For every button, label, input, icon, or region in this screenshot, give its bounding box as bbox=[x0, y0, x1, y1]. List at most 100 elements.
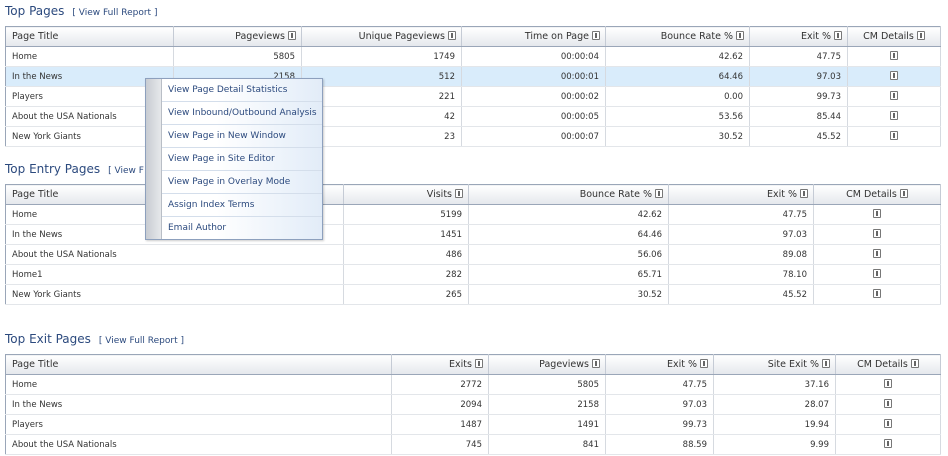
col-label: Page Title bbox=[12, 359, 59, 370]
exit-pct-cell: 88.59 bbox=[605, 434, 714, 455]
col-bounce-rate[interactable]: Bounce Rate % bbox=[468, 184, 669, 205]
info-icon[interactable] bbox=[873, 269, 881, 278]
menu-item-email-author[interactable]: Email Author bbox=[168, 223, 227, 233]
col-pageviews[interactable]: Pageviews bbox=[488, 354, 606, 375]
col-page-title[interactable]: Page Title bbox=[5, 26, 174, 47]
exit-pct-cell: 45.52 bbox=[749, 126, 848, 147]
bounce-rate-cell: 56.06 bbox=[468, 244, 669, 265]
cm-details-cell bbox=[813, 284, 941, 305]
page-title-cell[interactable]: About the USA Nationals bbox=[5, 244, 344, 265]
exits-cell: 1487 bbox=[391, 414, 489, 435]
info-icon[interactable] bbox=[873, 229, 881, 238]
context-menu-gutter bbox=[146, 79, 162, 239]
info-icon[interactable] bbox=[890, 71, 898, 80]
top-entry-pages-view-full-report-link[interactable]: [ View F bbox=[108, 166, 144, 176]
info-icon[interactable] bbox=[884, 379, 892, 388]
info-icon[interactable] bbox=[873, 249, 881, 258]
pageviews-cell: 1491 bbox=[488, 414, 606, 435]
cm-details-cell bbox=[813, 224, 941, 245]
top-exit-pages-view-full-report-link[interactable]: [ View Full Report ] bbox=[99, 336, 184, 346]
info-icon[interactable] bbox=[592, 31, 600, 40]
info-icon[interactable] bbox=[890, 111, 898, 120]
info-icon[interactable] bbox=[655, 189, 663, 198]
col-pageviews[interactable]: Pageviews bbox=[173, 26, 302, 47]
page-title-cell[interactable]: About the USA Nationals bbox=[5, 434, 392, 455]
info-icon[interactable] bbox=[884, 439, 892, 448]
cm-details-cell bbox=[847, 66, 941, 87]
menu-item-assign-index-terms[interactable]: Assign Index Terms bbox=[162, 194, 322, 217]
time-on-page-cell: 00:00:04 bbox=[461, 46, 606, 67]
info-icon[interactable] bbox=[700, 359, 708, 368]
info-icon[interactable] bbox=[448, 31, 456, 40]
bracket-open: [ bbox=[72, 8, 76, 18]
info-icon[interactable] bbox=[884, 419, 892, 428]
page-title-cell[interactable]: Home bbox=[5, 46, 174, 67]
info-icon[interactable] bbox=[890, 91, 898, 100]
table-row[interactable]: Home 5805 1749 00:00:04 42.62 47.75 bbox=[5, 46, 941, 67]
info-icon[interactable] bbox=[800, 189, 808, 198]
exit-pct-cell: 97.03 bbox=[605, 394, 714, 415]
table-row[interactable]: In the News 2094 2158 97.03 28.07 bbox=[5, 394, 941, 415]
info-icon[interactable] bbox=[910, 359, 919, 368]
table-row[interactable]: Players 1487 1491 99.73 19.94 bbox=[5, 414, 941, 435]
info-icon[interactable] bbox=[592, 359, 600, 368]
page-title-cell[interactable]: Players bbox=[5, 414, 392, 435]
info-icon[interactable] bbox=[822, 359, 830, 368]
info-icon[interactable] bbox=[873, 289, 881, 298]
site-exit-pct-cell: 9.99 bbox=[713, 434, 836, 455]
cm-details-cell bbox=[847, 106, 941, 127]
table-row[interactable]: In the News 2158 512 00:00:01 64.46 97.0… bbox=[5, 66, 941, 87]
info-icon[interactable] bbox=[890, 51, 898, 60]
menu-item-view-page-detail-statistics[interactable]: View Page Detail Statistics bbox=[162, 79, 322, 102]
info-icon[interactable] bbox=[899, 189, 908, 198]
exit-pct-cell: 47.75 bbox=[749, 46, 848, 67]
table-row[interactable]: New York Giants 265 30.52 45.52 bbox=[5, 284, 941, 305]
visits-cell: 486 bbox=[343, 244, 469, 265]
page-title-cell[interactable]: New York Giants bbox=[5, 284, 344, 305]
exit-pct-cell: 78.10 bbox=[668, 264, 814, 285]
page-title-cell[interactable]: Home1 bbox=[5, 264, 344, 285]
col-bounce-rate[interactable]: Bounce Rate % bbox=[605, 26, 750, 47]
info-icon[interactable] bbox=[475, 359, 483, 368]
menu-item-view-page-in-overlay-mode[interactable]: View Page in Overlay Mode bbox=[162, 171, 322, 194]
exits-cell: 2772 bbox=[391, 374, 489, 395]
visits-cell: 1451 bbox=[343, 224, 469, 245]
menu-item-view-page-in-new-window[interactable]: View Page in New Window bbox=[162, 125, 322, 148]
unique-pageviews-cell: 1749 bbox=[301, 46, 462, 67]
top-pages-view-full-report-link[interactable]: [ View Full Report ] bbox=[72, 8, 157, 18]
col-time-on-page[interactable]: Time on Page bbox=[461, 26, 606, 47]
page-title-cell[interactable]: Home bbox=[5, 374, 392, 395]
info-icon[interactable] bbox=[873, 209, 881, 218]
info-icon[interactable] bbox=[884, 399, 892, 408]
col-unique-pageviews[interactable]: Unique Pageviews bbox=[301, 26, 462, 47]
page-title-cell[interactable]: In the News bbox=[5, 66, 174, 87]
info-icon[interactable] bbox=[916, 31, 925, 40]
col-exit-pct[interactable]: Exit % bbox=[749, 26, 848, 47]
view-full-report-label: View Full Report bbox=[105, 336, 178, 346]
info-icon[interactable] bbox=[288, 31, 296, 40]
time-on-page-cell: 00:00:05 bbox=[461, 106, 606, 127]
table-row[interactable]: Home1 282 65.71 78.10 bbox=[5, 264, 941, 285]
table-row[interactable]: About the USA Nationals 486 56.06 89.08 bbox=[5, 244, 941, 265]
col-label: Bounce Rate % bbox=[660, 31, 733, 42]
page-title-cell[interactable]: In the News bbox=[5, 394, 392, 415]
col-site-exit-pct[interactable]: Site Exit % bbox=[713, 354, 836, 375]
table-row[interactable]: Home 2772 5805 47.75 37.16 bbox=[5, 374, 941, 395]
info-icon[interactable] bbox=[455, 189, 463, 198]
info-icon[interactable] bbox=[834, 31, 842, 40]
col-exit-pct[interactable]: Exit % bbox=[605, 354, 714, 375]
exit-pct-cell: 99.73 bbox=[605, 414, 714, 435]
info-icon[interactable] bbox=[736, 31, 744, 40]
cm-details-cell bbox=[847, 46, 941, 67]
info-icon[interactable] bbox=[890, 131, 898, 140]
unique-pageviews-cell: 221 bbox=[301, 86, 462, 107]
cm-details-cell bbox=[813, 264, 941, 285]
col-exit-pct[interactable]: Exit % bbox=[668, 184, 814, 205]
col-visits[interactable]: Visits bbox=[343, 184, 469, 205]
menu-item-view-page-in-site-editor[interactable]: View Page in Site Editor bbox=[162, 148, 322, 171]
col-exits[interactable]: Exits bbox=[391, 354, 489, 375]
menu-item-view-inbound-outbound-analysis[interactable]: View Inbound/Outbound Analysis bbox=[162, 102, 322, 125]
top-exit-pages-header-row: Page Title Exits Pageviews Exit % Site E… bbox=[5, 354, 941, 375]
col-page-title[interactable]: Page Title bbox=[5, 354, 392, 375]
table-row[interactable]: About the USA Nationals 745 841 88.59 9.… bbox=[5, 434, 941, 455]
